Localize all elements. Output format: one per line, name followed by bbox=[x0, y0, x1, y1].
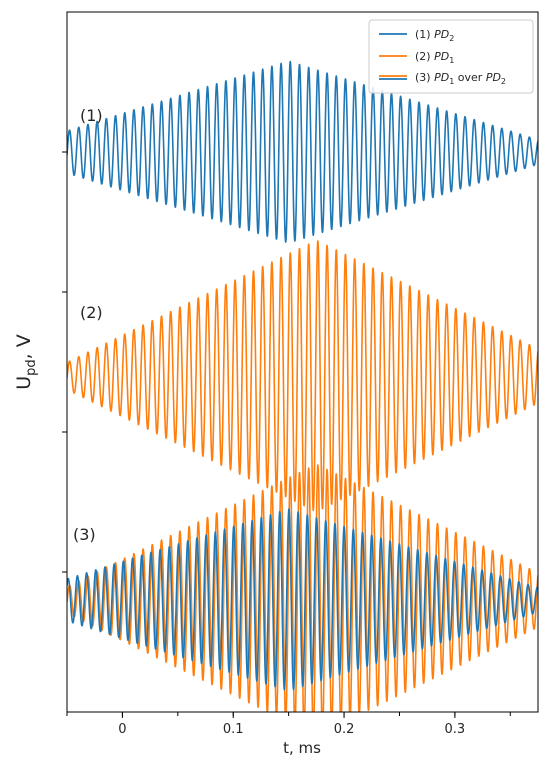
series-line-pd1 bbox=[67, 240, 538, 512]
panel-label-2: (2) bbox=[80, 303, 103, 322]
series-layer bbox=[67, 60, 538, 712]
legend-entry-1: (1) PD2 bbox=[415, 28, 454, 43]
legend-entry-2: (2) PD1 bbox=[415, 50, 454, 65]
series-line-pd1-overlay bbox=[67, 464, 538, 712]
legend-box bbox=[368, 19, 534, 94]
legend: (1) PD2 (2) PD1 (3) PD1 over PD2 bbox=[368, 19, 534, 94]
series-line-pd2-overlay bbox=[67, 508, 538, 691]
y-axis-label: Upd, V bbox=[13, 334, 39, 390]
legend-entry-3: (3) PD1 over PD2 bbox=[415, 71, 506, 86]
y-axis-label-subscript: pd bbox=[24, 359, 39, 376]
plot-area-frame bbox=[66, 11, 539, 713]
y-axis bbox=[62, 151, 67, 573]
panel-label-1: (1) bbox=[80, 106, 103, 125]
x-tick-label: 0 bbox=[118, 722, 126, 737]
x-tick-label: 0.3 bbox=[445, 722, 466, 737]
x-axis-label: t, ms bbox=[283, 739, 321, 757]
x-tick-label: 0.2 bbox=[334, 722, 355, 737]
series-line-pd2 bbox=[67, 60, 538, 243]
panel-label-3: (3) bbox=[73, 525, 96, 544]
x-tick-label: 0.1 bbox=[223, 722, 244, 737]
x-axis: 0 0.1 0.2 0.3 bbox=[66, 712, 511, 737]
